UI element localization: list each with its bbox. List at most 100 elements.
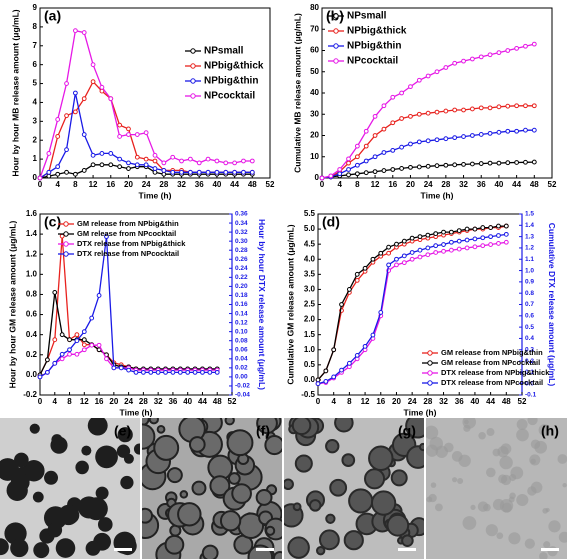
data-point: [337, 167, 343, 172]
data-point: [464, 245, 470, 251]
x-tick-label: 16: [376, 397, 385, 406]
data-point: [99, 151, 105, 156]
data-point: [96, 293, 102, 298]
y-tick-label: -0.2: [23, 390, 37, 399]
data-point: [448, 247, 454, 253]
x-tick-label: 40: [183, 397, 192, 406]
micrograph: [284, 418, 424, 559]
y2-tick-label: 0.3: [525, 346, 534, 353]
data-point: [496, 50, 502, 56]
y-tick-label: 20: [310, 131, 319, 140]
y-tick-label: 80: [310, 3, 319, 12]
data-point: [425, 138, 431, 144]
data-point: [214, 158, 220, 164]
data-point: [346, 156, 351, 162]
particle: [429, 436, 444, 451]
data-point: [505, 103, 511, 109]
particle: [55, 538, 76, 558]
x-tick-label: 0: [316, 397, 321, 406]
x-tick-label: 52: [518, 397, 527, 406]
y-tick-label: 2.0: [304, 315, 316, 324]
data-point: [425, 73, 431, 79]
data-point: [177, 369, 183, 375]
particle: [545, 507, 550, 513]
x-tick-label: 4: [331, 397, 336, 406]
data-point: [523, 127, 528, 133]
x-tick-label: 52: [266, 180, 275, 189]
data-point: [386, 262, 392, 268]
y-axis-label: Hour by hour MB release amount (μg/mL): [10, 9, 20, 176]
data-point: [163, 369, 168, 375]
x-tick-label: 28: [423, 397, 432, 406]
x-tick-label: 0: [320, 180, 325, 189]
data-point: [117, 156, 123, 162]
particle: [264, 435, 282, 456]
legend-label: NPcocktail: [347, 56, 398, 67]
data-point: [378, 310, 384, 315]
y-tick-label: 6: [33, 60, 38, 69]
data-point: [200, 369, 205, 375]
legend-marker: [333, 43, 339, 49]
data-point: [67, 347, 72, 353]
y2-tick-label: 0.14: [235, 310, 248, 317]
y2-tick-label: 0.2: [525, 358, 534, 365]
particle: [156, 424, 166, 434]
data-point: [416, 164, 422, 170]
y-tick-label: 8: [33, 22, 38, 31]
legend-label: NPbig&thin: [204, 76, 258, 87]
data-point: [363, 158, 369, 164]
scale-bar: [541, 548, 559, 551]
data-point: [461, 134, 466, 139]
particle: [325, 439, 340, 454]
x-tick-label: 48: [248, 180, 257, 189]
particle: [370, 490, 397, 516]
data-point: [249, 158, 255, 164]
data-point: [37, 374, 43, 380]
data-point: [370, 256, 376, 262]
particle: [291, 418, 312, 436]
particle: [543, 541, 551, 549]
particle: [364, 468, 386, 490]
particle: [430, 482, 437, 488]
particle: [58, 504, 79, 526]
data-point: [478, 132, 484, 137]
data-point: [478, 54, 484, 60]
data-point: [331, 374, 337, 380]
data-point: [441, 248, 446, 254]
particle: [51, 434, 63, 446]
particle: [547, 546, 558, 557]
data-point: [531, 103, 537, 109]
panel: 0 4 8 12 16 20 24 28 32 36 40 44 48 52010203040506070…: [292, 3, 557, 200]
data-point: [363, 170, 369, 176]
data-point: [531, 159, 537, 165]
x-tick-label: 24: [408, 397, 417, 406]
x-tick-label: 0: [38, 397, 43, 406]
data-point: [417, 254, 423, 260]
particle: [29, 423, 40, 434]
x-tick-label: 52: [228, 397, 237, 406]
data-point: [89, 315, 95, 321]
data-point: [425, 245, 431, 251]
y-tick-label: 1: [33, 154, 38, 163]
data-point: [108, 151, 114, 156]
particle: [406, 445, 424, 469]
data-point: [179, 169, 184, 175]
data-point: [399, 166, 405, 171]
legend-marker: [63, 241, 69, 247]
data-point: [96, 342, 102, 348]
data-point: [496, 241, 501, 246]
particle: [85, 540, 101, 556]
legend-label: NPcocktail: [204, 91, 255, 102]
data-point: [196, 160, 202, 166]
particle: [538, 424, 551, 436]
legend-marker: [333, 28, 339, 34]
data-point: [64, 147, 69, 153]
y2-tick-label: -0.1: [525, 392, 537, 399]
data-point: [523, 43, 528, 49]
y2-tick-label: 0.04: [235, 356, 248, 363]
particle: [464, 419, 469, 425]
legend-label: NPsmall: [347, 11, 387, 22]
data-point: [478, 105, 484, 111]
data-point: [452, 162, 458, 168]
particle: [524, 538, 535, 549]
